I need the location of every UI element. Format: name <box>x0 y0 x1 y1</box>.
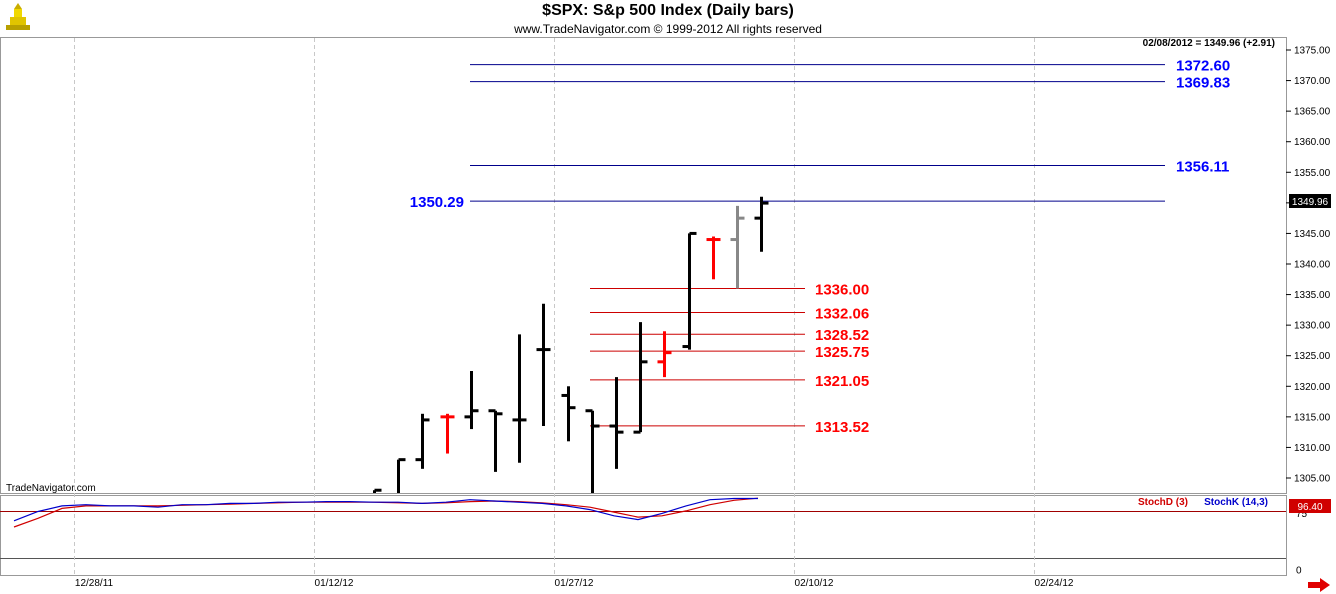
price-tick-label: 1345.00 <box>1294 229 1331 240</box>
price-tick-label: 1355.00 <box>1294 168 1331 179</box>
ohlc-bar <box>561 386 576 442</box>
support-label: 1336.00 <box>815 281 869 298</box>
date-axis: 12/28/11 01/12/12 01/27/12 02/10/12 02/24/12 <box>75 578 1074 589</box>
date-tick-label: 01/12/12 <box>315 578 354 589</box>
price-tick-label: 1320.00 <box>1294 382 1331 393</box>
scroll-right-arrow-icon[interactable] <box>1308 578 1330 592</box>
price-tick-label: 1310.00 <box>1294 443 1331 454</box>
chart-subtitle: www.TradeNavigator.com © 1999-2012 All r… <box>514 22 822 36</box>
price-tick-label: 1335.00 <box>1294 290 1331 301</box>
support-label: 1332.06 <box>815 306 869 323</box>
ohlc-bar <box>609 377 624 469</box>
price-tick-label: 1365.00 <box>1294 107 1331 118</box>
stoch-tick-label: 75 <box>1296 509 1308 520</box>
date-tick-label: 01/27/12 <box>555 578 594 589</box>
resistance-label: 1369.83 <box>1176 75 1230 92</box>
ohlc-bar <box>730 205 745 289</box>
ohlc-bar <box>373 488 382 493</box>
ohlc-bar <box>397 458 406 493</box>
ohlc-bar <box>440 413 455 454</box>
stoch-k-legend: StochK (14,3) <box>1204 497 1268 508</box>
ohlc-bar <box>512 334 527 463</box>
price-tick-label: 1315.00 <box>1294 412 1331 423</box>
support-label: 1321.05 <box>815 373 869 390</box>
stoch-tick-label: 0 <box>1296 566 1302 577</box>
price-tick-label: 1370.00 <box>1294 76 1331 87</box>
stoch-value-box <box>1289 499 1331 513</box>
stochastic-panel <box>0 497 1286 528</box>
date-tick-label: 12/28/11 <box>75 578 114 589</box>
price-tick-label: 1305.00 <box>1294 474 1331 485</box>
stochastic-panel-frame <box>0 495 1287 576</box>
resistance-label: 1350.29 <box>410 194 464 211</box>
stoch-value-label: 96.40 <box>1297 502 1322 513</box>
vertical-gridlines <box>74 38 1035 576</box>
ohlc-bar <box>585 409 600 493</box>
ohlc-bar <box>536 303 551 427</box>
resistance-label: 1372.60 <box>1176 58 1230 75</box>
ohlc-bar <box>415 413 430 469</box>
support-label: 1325.75 <box>815 344 869 361</box>
price-axis: 1305.00 1310.00 1315.00 1320.00 1325.00 1330.… <box>1286 46 1331 577</box>
price-panel-frame <box>0 37 1287 494</box>
resistance-label: 1356.11 <box>1176 158 1229 175</box>
ohlc-bar <box>682 231 697 350</box>
last-price-label: 1349.96 <box>1292 197 1329 208</box>
price-tick-label: 1330.00 <box>1294 321 1331 332</box>
quote-readout: 02/08/2012 = 1349.96 (+2.91) <box>1143 38 1275 49</box>
ohlc-bar <box>488 409 503 472</box>
ohlc-bar <box>706 236 721 280</box>
support-label: 1328.52 <box>815 327 869 344</box>
stoch-d-legend: StochD (3) <box>1138 497 1188 508</box>
ohlc-bar <box>464 371 479 430</box>
support-label: 1313.52 <box>815 419 869 436</box>
price-tick-label: 1360.00 <box>1294 137 1331 148</box>
ohlc-bars <box>373 196 769 493</box>
date-tick-label: 02/24/12 <box>1035 578 1074 589</box>
ohlc-bar <box>633 322 648 434</box>
price-tick-label: 1340.00 <box>1294 260 1331 271</box>
trade-navigator-logo-icon <box>6 3 30 30</box>
ohlc-bar <box>754 196 769 252</box>
chart-title: $SPX: S&p 500 Index (Daily bars) <box>542 2 794 19</box>
last-price-box <box>1289 194 1331 208</box>
price-tick-label: 1375.00 <box>1294 46 1331 57</box>
watermark-label: TradeNavigator.com <box>6 483 96 494</box>
price-tick-label: 1325.00 <box>1294 351 1331 362</box>
ohlc-bar <box>657 331 672 378</box>
stoch-k-line <box>13 497 758 522</box>
date-tick-label: 02/10/12 <box>795 578 834 589</box>
